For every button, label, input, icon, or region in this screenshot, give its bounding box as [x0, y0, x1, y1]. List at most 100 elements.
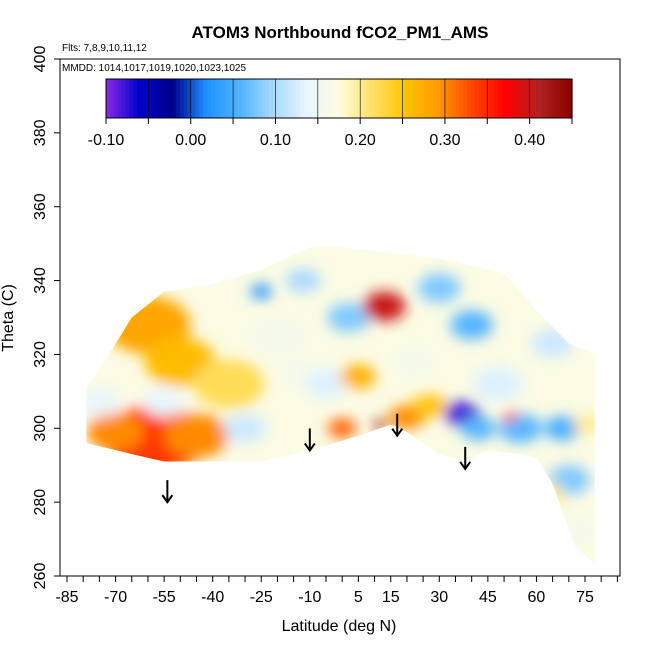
field-region-4 — [164, 413, 229, 458]
colorbar-band — [210, 79, 216, 118]
colorbar-band — [245, 79, 251, 118]
colorbar-band — [144, 79, 150, 118]
colorbar-band — [513, 79, 519, 118]
colorbar-tick-label: 0.20 — [345, 132, 376, 149]
colorbar-band — [226, 79, 231, 118]
colorbar-band — [292, 79, 297, 118]
colorbar-frame — [105, 78, 573, 119]
tropopause-arrow-0 — [161, 480, 174, 504]
colorbar-band — [106, 79, 111, 118]
field-region-8 — [223, 413, 267, 443]
colorbar-band — [241, 79, 247, 118]
field-region-28 — [503, 412, 518, 423]
colorbar-band — [517, 79, 523, 118]
field-region-26 — [472, 367, 523, 401]
colorbar-band — [474, 79, 480, 118]
colorbar-band — [300, 79, 305, 118]
field-region-30 — [544, 416, 581, 441]
colorbar-band — [288, 79, 293, 118]
colorbar-band — [447, 79, 453, 118]
colorbar-band — [366, 79, 371, 118]
field-region-9 — [248, 316, 306, 356]
colorbar-band — [455, 79, 460, 118]
colorbar-band — [265, 79, 270, 118]
colorbar-tick-label: 0.40 — [514, 132, 545, 149]
x-axis: -85 -70 -55 -40 -25 -10 5 15 30 45 60 75 — [55, 576, 618, 606]
colorbar-tick-label: 0.30 — [429, 132, 460, 149]
colorbar-band — [218, 79, 224, 118]
y-tick-label: 300 — [32, 415, 49, 442]
colorbar-band — [463, 79, 468, 118]
chart-title: ATOM3 Northbound fCO2_PM1_AMS — [192, 23, 489, 42]
field-region-12 — [285, 268, 322, 293]
colorbar-band — [350, 79, 356, 118]
field-region-18 — [373, 419, 389, 430]
colorbar-band — [439, 79, 445, 118]
colorbar-band — [307, 79, 313, 118]
colorbar-band — [160, 79, 165, 118]
colorbar-band — [323, 79, 328, 118]
x-tick-label: 75 — [576, 589, 594, 606]
colorbar-band — [494, 79, 499, 118]
colorbar-band — [137, 79, 142, 118]
colorbar-band — [327, 79, 332, 118]
colorbar-band — [521, 79, 526, 118]
field-region-17 — [362, 291, 406, 321]
x-tick-label: 5 — [354, 589, 363, 606]
colorbar-band — [238, 79, 243, 118]
colorbar-band — [498, 79, 503, 118]
colorbar-band — [203, 79, 208, 118]
colorbar-band — [113, 79, 119, 118]
tropopause-arrow-1 — [303, 428, 316, 453]
colorbar-band — [478, 79, 484, 118]
colorbar-band — [342, 79, 348, 118]
colorbar-tick-label: 0.00 — [175, 132, 206, 149]
colorbar-band — [230, 79, 235, 118]
colorbar-band — [109, 79, 115, 118]
colorbar-band — [156, 79, 161, 118]
colorbar-band — [537, 79, 542, 118]
colorbar-band — [393, 79, 398, 118]
colorbar-band — [148, 79, 154, 118]
colorbar-band — [533, 79, 538, 118]
field-region-20 — [392, 347, 435, 377]
colorbar-band — [311, 79, 317, 118]
tropopause-arrow-2 — [391, 413, 404, 438]
colorbar: -0.10 0.00 0.10 0.20 0.30 0.40 — [88, 78, 573, 149]
colorbar-band — [280, 79, 286, 118]
colorbar-band — [152, 79, 158, 118]
colorbar-band — [482, 79, 488, 118]
colorbar-band — [408, 79, 414, 118]
field-region-21 — [411, 394, 448, 419]
x-tick-label: -70 — [104, 589, 127, 606]
colorbar-band — [568, 79, 573, 118]
field-region-14 — [304, 369, 348, 399]
colorbar-band — [346, 79, 352, 118]
colorbar-band — [164, 79, 169, 118]
colorbar-band — [420, 79, 426, 118]
colorbar-band — [405, 79, 410, 118]
x-tick-label: -10 — [298, 589, 321, 606]
field-region-23 — [450, 310, 494, 340]
x-tick-label: 15 — [382, 589, 400, 606]
colorbar-band — [556, 79, 561, 118]
field-region-31 — [547, 465, 591, 495]
colorbar-band — [424, 79, 429, 118]
colorbar-band — [467, 79, 472, 118]
colorbar-tick-label: -0.10 — [88, 132, 125, 149]
field-region-13 — [327, 302, 371, 333]
colorbar-band — [385, 79, 391, 118]
colorbar-band — [195, 79, 200, 118]
field-region-22 — [417, 273, 461, 303]
x-axis-label: Latitude (deg N) — [282, 618, 397, 635]
colorbar-band — [261, 79, 266, 118]
x-tick-label: -25 — [250, 589, 273, 606]
colorbar-band — [191, 79, 196, 118]
y-tick-label: 280 — [32, 489, 49, 516]
colorbar-band — [284, 79, 290, 118]
field-region-11 — [250, 284, 272, 299]
tropopause-arrow-3 — [459, 446, 472, 471]
colorbar-band — [140, 79, 146, 118]
